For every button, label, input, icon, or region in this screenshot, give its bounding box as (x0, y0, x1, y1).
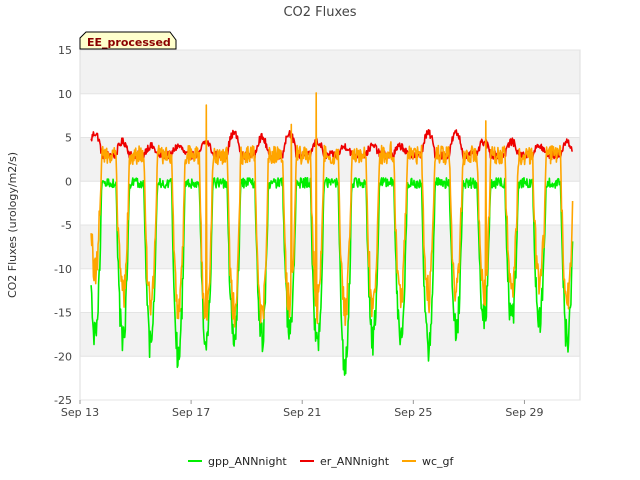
x-axis-ticks: Sep 13 Sep 17 Sep 21 Sep 25 Sep 29 (61, 400, 544, 419)
series-line-wc_gf (90, 92, 574, 328)
x-tick-label: Sep 13 (61, 406, 99, 419)
processing-badge: EE_processed (79, 31, 177, 50)
y-tick-label: -10 (54, 263, 72, 276)
legend: gpp_ANNnight er_ANNnight wc_gf (188, 455, 455, 468)
y-tick-label: -25 (54, 394, 72, 407)
legend-label-gpp_ANNnight: gpp_ANNnight (208, 455, 287, 468)
x-tick-label: Sep 17 (172, 406, 210, 419)
x-tick-label: Sep 29 (505, 406, 543, 419)
badge-shape (79, 31, 177, 50)
plot-band-0 (80, 312, 580, 357)
y-tick-label: -15 (54, 307, 72, 320)
badge-label: EE_processed (87, 36, 171, 49)
y-axis-ticks: -25 -20 -15 -10 -5 0 5 10 15 (54, 44, 72, 407)
plot-band-3 (80, 50, 580, 94)
plot-band-1 (80, 225, 580, 269)
y-tick-label: 10 (58, 88, 72, 101)
series-line-gpp_ANNnight (90, 177, 574, 376)
series-lines (90, 92, 574, 376)
x-tick-label: Sep 21 (283, 406, 321, 419)
y-tick-label: -20 (54, 350, 72, 363)
legend-label-wc_gf: wc_gf (422, 455, 455, 468)
y-axis-label: CO2 Fluxes (urology/m2/s) (6, 152, 19, 298)
legend-label-er_ANNnight: er_ANNnight (320, 455, 390, 468)
gridlines (80, 49, 580, 401)
y-tick-label: 15 (58, 44, 72, 57)
y-tick-label: 5 (65, 132, 72, 145)
x-tick-label: Sep 25 (394, 406, 432, 419)
chart-title: CO2 Fluxes (283, 5, 356, 20)
y-tick-label: -5 (61, 219, 72, 232)
y-tick-label: 0 (65, 175, 72, 188)
